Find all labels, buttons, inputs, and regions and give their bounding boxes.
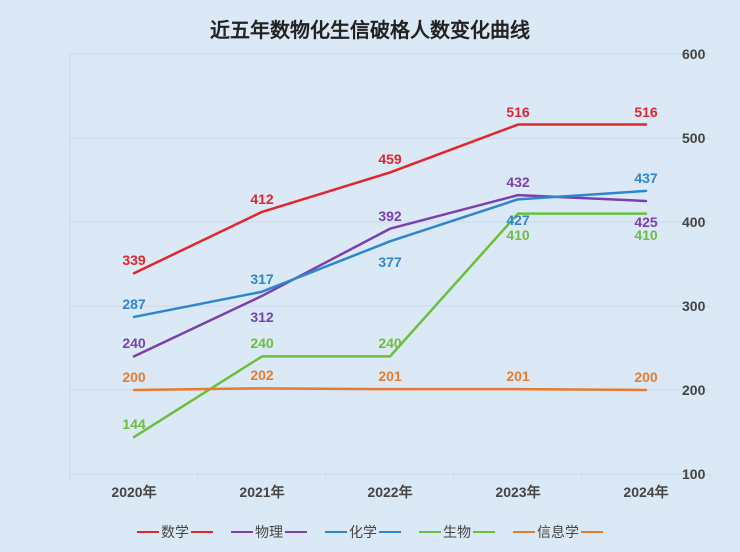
- data-label: 410: [634, 228, 657, 242]
- data-label: 410: [506, 228, 529, 242]
- legend-item: 数学: [137, 522, 213, 542]
- x-tick-label: 2024年: [623, 482, 668, 502]
- data-label: 200: [122, 370, 145, 384]
- series-line-3: [134, 214, 646, 437]
- y-tick-label: 100: [682, 466, 740, 482]
- data-label: 201: [506, 369, 529, 383]
- legend-item: 化学: [325, 522, 401, 542]
- y-tick-label: 500: [682, 130, 740, 146]
- data-label: 412: [250, 192, 273, 206]
- line-chart: 近五年数物化生信破格人数变化曲线 100200300400500600 2020…: [0, 0, 740, 552]
- data-label: 202: [250, 368, 273, 382]
- legend-swatch: [137, 531, 159, 533]
- legend-label: 化学: [349, 522, 377, 542]
- data-label: 240: [378, 336, 401, 350]
- legend-swatch: [285, 531, 307, 533]
- data-label: 516: [506, 105, 529, 119]
- legend-swatch: [473, 531, 495, 533]
- data-label: 200: [634, 370, 657, 384]
- data-label: 144: [122, 417, 145, 431]
- x-tick-label: 2023年: [495, 482, 540, 502]
- y-tick-label: 200: [682, 382, 740, 398]
- legend-swatch: [231, 531, 253, 533]
- legend-swatch: [379, 531, 401, 533]
- data-label: 392: [378, 209, 401, 223]
- x-tick-label: 2021年: [239, 482, 284, 502]
- data-label: 432: [506, 175, 529, 189]
- plot-area: [0, 0, 740, 552]
- y-tick-label: 600: [682, 46, 740, 62]
- data-label: 201: [378, 369, 401, 383]
- data-label: 427: [506, 213, 529, 227]
- data-label: 459: [378, 152, 401, 166]
- legend-swatch: [513, 531, 535, 533]
- legend-label: 数学: [161, 522, 189, 542]
- legend: 数学 物理 化学 生物 信息学: [0, 522, 740, 542]
- legend-item: 物理: [231, 522, 307, 542]
- x-tick-label: 2020年: [111, 482, 156, 502]
- legend-swatch: [419, 531, 441, 533]
- x-tick-label: 2022年: [367, 482, 412, 502]
- data-label: 339: [122, 253, 145, 267]
- legend-swatch: [581, 531, 603, 533]
- data-label: 240: [250, 336, 273, 350]
- legend-item: 生物: [419, 522, 495, 542]
- data-label: 516: [634, 105, 657, 119]
- data-label: 317: [250, 272, 273, 286]
- y-tick-label: 400: [682, 214, 740, 230]
- data-label: 377: [378, 255, 401, 269]
- data-label: 240: [122, 336, 145, 350]
- legend-swatch: [325, 531, 347, 533]
- series-line-4: [134, 388, 646, 390]
- legend-label: 物理: [255, 522, 283, 542]
- series-line-0: [134, 125, 646, 274]
- y-tick-label: 300: [682, 298, 740, 314]
- legend-item: 信息学: [513, 522, 603, 542]
- data-label: 287: [122, 297, 145, 311]
- legend-label: 信息学: [537, 522, 579, 542]
- data-label: 312: [250, 310, 273, 324]
- legend-swatch: [191, 531, 213, 533]
- legend-label: 生物: [443, 522, 471, 542]
- data-label: 437: [634, 171, 657, 185]
